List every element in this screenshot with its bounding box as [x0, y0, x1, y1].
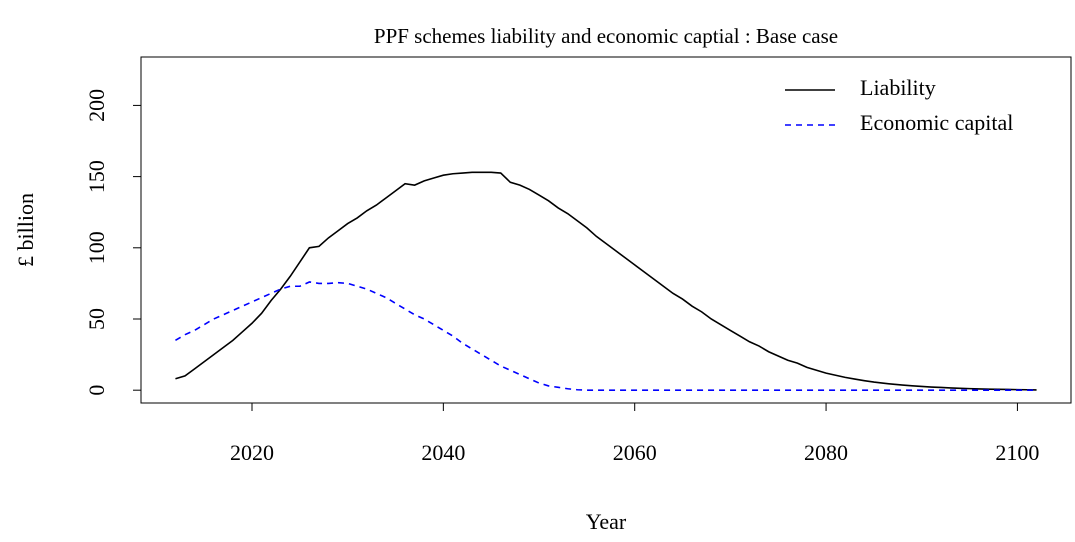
x-tick-label: 2100: [995, 440, 1039, 465]
y-tick-label: 200: [84, 89, 109, 122]
legend-label: Liability: [860, 75, 936, 100]
x-tick-label: 2080: [804, 440, 848, 465]
y-axis-label: £ billion: [13, 193, 38, 267]
x-tick-label: 2060: [613, 440, 657, 465]
line-series: [175, 171, 1037, 391]
y-tick-label: 50: [84, 308, 109, 330]
legend-label: Economic capital: [860, 110, 1013, 135]
x-tick-label: 2040: [421, 440, 465, 465]
line-series: [175, 281, 1037, 391]
x-axis-label: Year: [586, 509, 627, 534]
x-tick-label: 2020: [230, 440, 274, 465]
chart-title: PPF schemes liability and economic capti…: [374, 24, 838, 48]
y-tick-label: 100: [84, 231, 109, 264]
y-tick-label: 150: [84, 160, 109, 193]
y-tick-label: 0: [84, 385, 109, 396]
plot-frame: [140, 56, 1072, 404]
